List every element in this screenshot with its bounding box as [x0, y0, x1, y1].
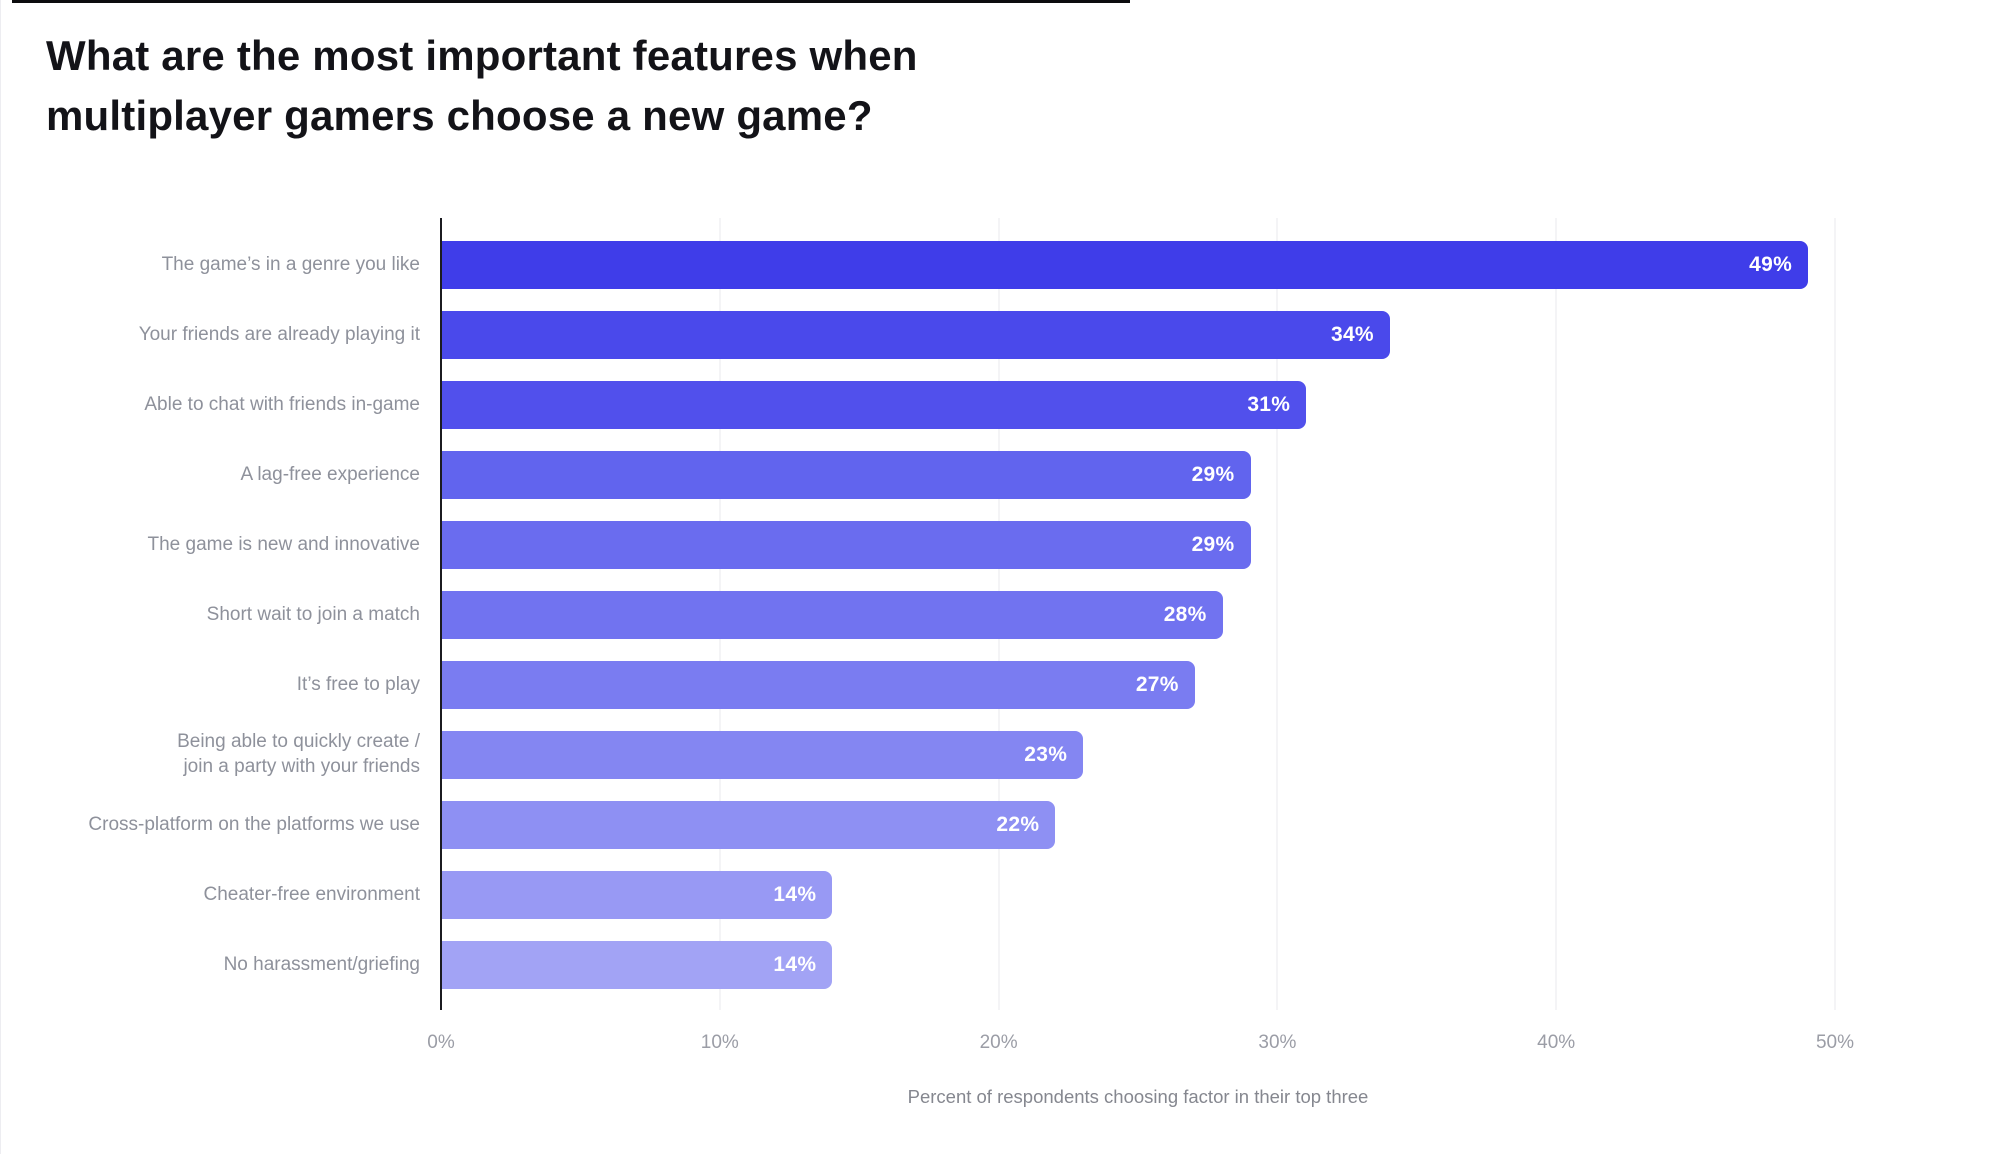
category-label: A lag-free experience	[240, 463, 420, 485]
bar-track: 27%	[442, 661, 1836, 709]
bar-track: 22%	[442, 801, 1836, 849]
category-label: Able to chat with friends in-game	[144, 393, 420, 415]
bar: 49%	[442, 241, 1809, 289]
chart-row: Able to chat with friends in-game 31%	[0, 370, 1996, 440]
bar: 22%	[442, 801, 1056, 849]
category-label: Short wait to join a match	[206, 603, 420, 625]
bar: 23%	[442, 731, 1084, 779]
chart-row: Cheater-free environment 14%	[0, 860, 1996, 930]
bar-track: 29%	[442, 521, 1836, 569]
category-label: Cheater-free environment	[203, 883, 421, 905]
x-tick-label: 30%	[1258, 1032, 1297, 1053]
chart-row: Cross-platform on the platforms we use 2…	[0, 790, 1996, 860]
chart-title: What are the most important features whe…	[46, 32, 918, 140]
y-axis-line	[440, 218, 442, 1010]
category-label: Being able to quickly create / join a pa…	[177, 731, 420, 777]
category-label: It’s free to play	[296, 673, 420, 695]
bar-value-label: 14%	[773, 953, 817, 976]
category-label: Cross-platform on the platforms we use	[88, 813, 420, 835]
bar-value-label: 22%	[996, 813, 1040, 836]
bar-value-label: 31%	[1247, 393, 1291, 416]
bar-value-label: 14%	[773, 883, 817, 906]
x-tick-label: 40%	[1537, 1032, 1576, 1053]
chart-row: The game’s in a genre you like 49%	[0, 230, 1996, 300]
chart-row: A lag-free experience 29%	[0, 440, 1996, 510]
category-label: The game is new and innovative	[147, 533, 421, 555]
chart-row: The game is new and innovative 29%	[0, 510, 1996, 580]
bar-value-label: 27%	[1135, 673, 1179, 696]
category-label: No harassment/griefing	[223, 953, 420, 975]
bar-value-label: 29%	[1191, 463, 1235, 486]
bar: 14%	[442, 941, 833, 989]
x-axis-label: Percent of respondents choosing factor i…	[907, 1086, 1369, 1107]
bar-value-label: 28%	[1163, 603, 1207, 626]
page-left-edge-line	[0, 0, 1, 1154]
bar-track: 31%	[442, 381, 1836, 429]
category-label: Your friends are already playing it	[138, 323, 420, 345]
gridline	[1834, 218, 1836, 1010]
bar: 29%	[442, 521, 1251, 569]
bar-value-label: 34%	[1330, 323, 1374, 346]
chart-row: Being able to quickly create / join a pa…	[0, 720, 1996, 790]
bar: 14%	[442, 871, 833, 919]
bar-track: 23%	[442, 731, 1836, 779]
chart-row: No harassment/griefing 14%	[0, 930, 1996, 1000]
bar: 34%	[442, 311, 1390, 359]
chart-row: Short wait to join a match 28%	[0, 580, 1996, 650]
category-label: The game’s in a genre you like	[161, 253, 420, 275]
x-tick-label: 0%	[427, 1032, 455, 1053]
x-tick-label: 10%	[700, 1032, 739, 1053]
page-top-edge-line	[12, 0, 1130, 3]
bar-track: 14%	[442, 941, 1836, 989]
bar-value-label: 29%	[1191, 533, 1235, 556]
bar: 29%	[442, 451, 1251, 499]
chart-row: Your friends are already playing it 34%	[0, 300, 1996, 370]
chart-row: It’s free to play 27%	[0, 650, 1996, 720]
gridline	[1555, 218, 1557, 1010]
bar-value-label: 23%	[1024, 743, 1068, 766]
bar-track: 49%	[442, 241, 1836, 289]
x-tick-label: 20%	[979, 1032, 1018, 1053]
chart-rows: The game’s in a genre you like 49% Your …	[0, 230, 1996, 1000]
bar-track: 29%	[442, 451, 1836, 499]
bar-track: 34%	[442, 311, 1836, 359]
gridline	[1276, 218, 1278, 1010]
x-axis-ticks: 0% 10% 20% 30% 40% 50%	[427, 1032, 1854, 1060]
bar: 27%	[442, 661, 1195, 709]
bar-value-label: 49%	[1749, 253, 1793, 276]
bar-track: 28%	[442, 591, 1836, 639]
bar: 28%	[442, 591, 1223, 639]
bar: 31%	[442, 381, 1307, 429]
x-tick-label: 50%	[1815, 1032, 1855, 1053]
bar-track: 14%	[442, 871, 1836, 919]
